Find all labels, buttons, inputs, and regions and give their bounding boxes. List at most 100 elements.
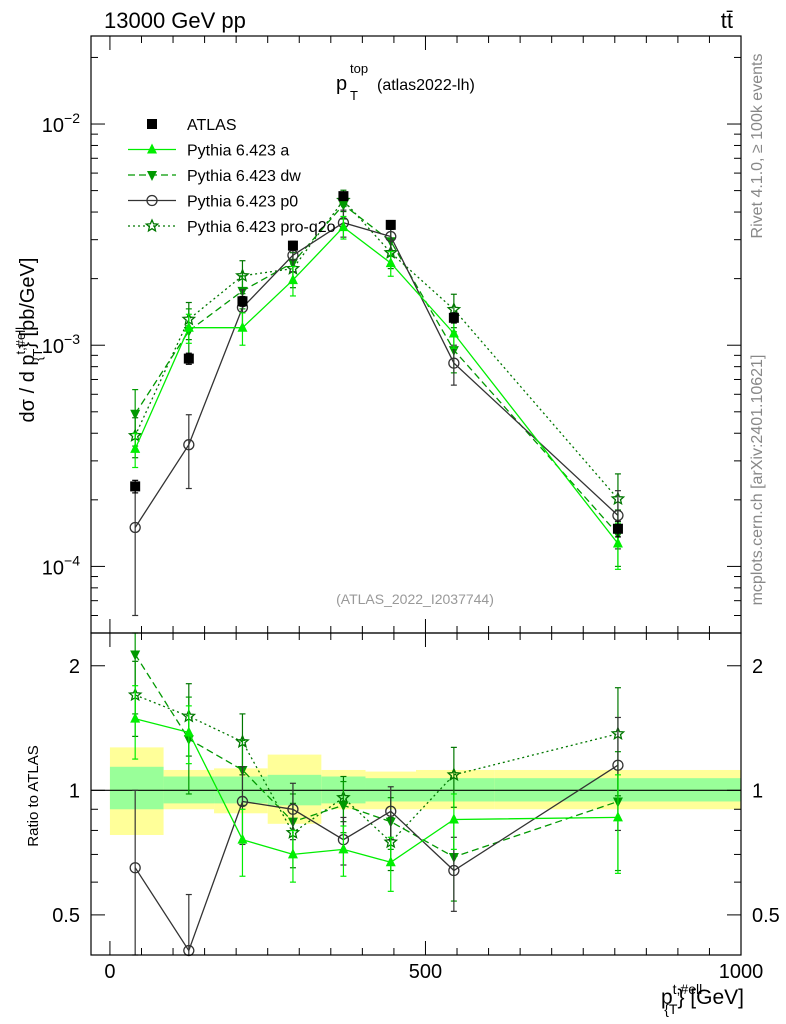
- ratio-series-pythia_dw: [130, 632, 623, 902]
- legend-label-pythia_dw: Pythia 6.423 dw: [187, 168, 301, 185]
- x-tick-label: 1000: [719, 961, 764, 983]
- ratio-point-pythia_proq2o: [446, 767, 462, 782]
- legend-marker-pythia_dw: [147, 171, 157, 181]
- main-y-tick-label-base: 10: [42, 115, 64, 137]
- ratio-series: [127, 632, 626, 957]
- ratio-point-pythia_p0: [287, 803, 299, 815]
- ratio-point-pythia_dw: [338, 801, 349, 812]
- legend-label-pythia_a: Pythia 6.423 a: [187, 143, 289, 160]
- main-y-tick-label: 10−3: [42, 331, 80, 358]
- data-point-pythia_dw: [338, 200, 349, 211]
- data-point-atlas: [237, 296, 248, 307]
- xlabel-sup: t,#ell: [673, 981, 703, 997]
- data-point-pythia_a: [237, 321, 248, 332]
- main-y-tick-label: 10−2: [42, 110, 80, 137]
- plot-title-main: p: [336, 73, 347, 95]
- series-pythia_dw: [130, 191, 623, 568]
- xlabel-pre: p: [661, 986, 673, 1009]
- ylabel-pre: dσ / d p: [17, 354, 39, 422]
- data-point-pythia_a: [612, 537, 623, 548]
- ratio-point-pythia_p0: [612, 759, 624, 771]
- ratio-line-pythia_dw: [134, 654, 619, 858]
- legend-label-pythia_proq2o: Pythia 6.423 pro-q2o: [187, 219, 336, 236]
- ratio-point-pythia_a: [338, 843, 349, 854]
- main-y-axis-label: dσ / d pt,#ell{T} [pb/GeV]: [13, 258, 45, 423]
- ratio-series-pythia_p0: [129, 716, 624, 957]
- xlabel-post: } [GeV]: [677, 986, 744, 1009]
- ratio-y-tick-label-right: 1: [752, 780, 763, 802]
- ratio-y-tick-label-left: 2: [69, 656, 80, 678]
- ratio-point-pythia_p0: [448, 864, 460, 877]
- main-series: [127, 189, 626, 617]
- ratio-line-pythia_a: [135, 718, 618, 864]
- series-line-pythia_a: [134, 226, 619, 544]
- main-y-tick-label-base: 10: [42, 557, 64, 579]
- data-point-pythia_a: [287, 274, 298, 285]
- series-line-pythia_proq2o: [134, 199, 619, 500]
- data-point-atlas: [183, 353, 194, 364]
- legend-item-pythia_p0: Pythia 6.423 p0: [128, 194, 298, 211]
- ratio-point-pythia_a: [612, 811, 623, 822]
- band-inner-bin: [109, 766, 164, 810]
- data-point-atlas: [612, 523, 623, 534]
- x-tick-label: 0: [104, 961, 115, 983]
- ratio-axes: 0.5 0.5 1 1 2 2 0 500 1000: [52, 633, 780, 983]
- legend-marker-pythia_a: [147, 143, 157, 154]
- energy-label: 13000 GeV pp: [104, 8, 246, 33]
- ratio-frame: [90, 632, 742, 956]
- legend-marker-pythia_p0: [146, 194, 158, 207]
- legend-label-atlas: ATLAS: [187, 117, 237, 134]
- plot-title-sub: T: [350, 88, 358, 103]
- ratio-point-pythia_p0: [129, 862, 141, 874]
- legend-marker-atlas: [147, 119, 157, 129]
- ratio-point-pythia_a: [385, 856, 396, 867]
- data-point-atlas: [130, 481, 141, 492]
- plot-title-tag: (atlas2022-lh): [377, 77, 475, 94]
- ylabel-sub: {T: [30, 349, 45, 361]
- data-point-pythia_p0: [448, 357, 460, 369]
- data-point-atlas: [287, 240, 298, 251]
- ratio-series-pythia_proq2o: [127, 660, 626, 872]
- ratio-point-pythia_a: [237, 833, 248, 844]
- main-y-tick-label-exp: −3: [64, 331, 80, 347]
- data-point-atlas: [448, 312, 459, 323]
- x-axis-label: pt,#ell {T} [GeV]: [661, 981, 744, 1017]
- series-pythia_p0: [129, 209, 624, 617]
- series-line-pythia_p0: [134, 221, 619, 528]
- data-point-atlas: [338, 191, 349, 202]
- ratio-y-tick-label-right: 0.5: [752, 905, 780, 927]
- data-point-pythia_a: [338, 221, 349, 232]
- data-point-atlas: [385, 219, 396, 230]
- main-y-tick-label-exp: −4: [64, 552, 80, 568]
- main-y-tick-label: 10−4: [42, 552, 80, 579]
- data-point-pythia_a: [183, 321, 194, 332]
- main-y-tick-label-exp: −2: [64, 110, 80, 126]
- data-point-pythia_dw: [130, 409, 141, 420]
- rivet-label: Rivet 4.1.0, ≥ 100k events: [749, 54, 766, 239]
- series-atlas: [130, 191, 623, 538]
- ratio-point-pythia_a: [130, 712, 141, 723]
- legend-item-atlas: ATLAS: [147, 117, 237, 134]
- mcplots-label: mcplots.cern.ch [arXiv:2401.10621]: [749, 355, 766, 606]
- data-point-pythia_p0: [385, 230, 397, 243]
- ratio-line-pythia_proq2o: [134, 694, 619, 843]
- ratio-point-pythia_p0: [236, 795, 249, 808]
- data-point-pythia_p0: [612, 509, 624, 522]
- ratio-y-axis-label: Ratio to ATLAS: [25, 745, 42, 846]
- ratio-y-tick-label-right: 2: [752, 656, 763, 678]
- process-label: tt̄: [721, 8, 733, 33]
- data-point-pythia_p0: [129, 521, 141, 534]
- analysis-watermark: (ATLAS_2022_I2037744): [336, 591, 494, 607]
- ratio-point-pythia_a: [448, 813, 459, 824]
- ylabel-sup: t,#ell: [13, 327, 28, 355]
- ratio-y-tick-label-left: 1: [69, 780, 80, 802]
- data-point-pythia_p0: [183, 439, 195, 451]
- ratio-point-pythia_dw: [130, 650, 141, 661]
- ylabel-post: } [pb/GeV]: [17, 258, 39, 349]
- ratio-line-pythia_p0: [134, 764, 619, 953]
- ratio-point-pythia_a: [287, 848, 298, 859]
- svg-text:pt,#ell{T} [GeV]: pt,#ell {T} [GeV]: [661, 981, 744, 1017]
- legend-marker-pythia_proq2o: [144, 218, 160, 233]
- legend-item-pythia_proq2o: Pythia 6.423 pro-q2o: [128, 218, 336, 236]
